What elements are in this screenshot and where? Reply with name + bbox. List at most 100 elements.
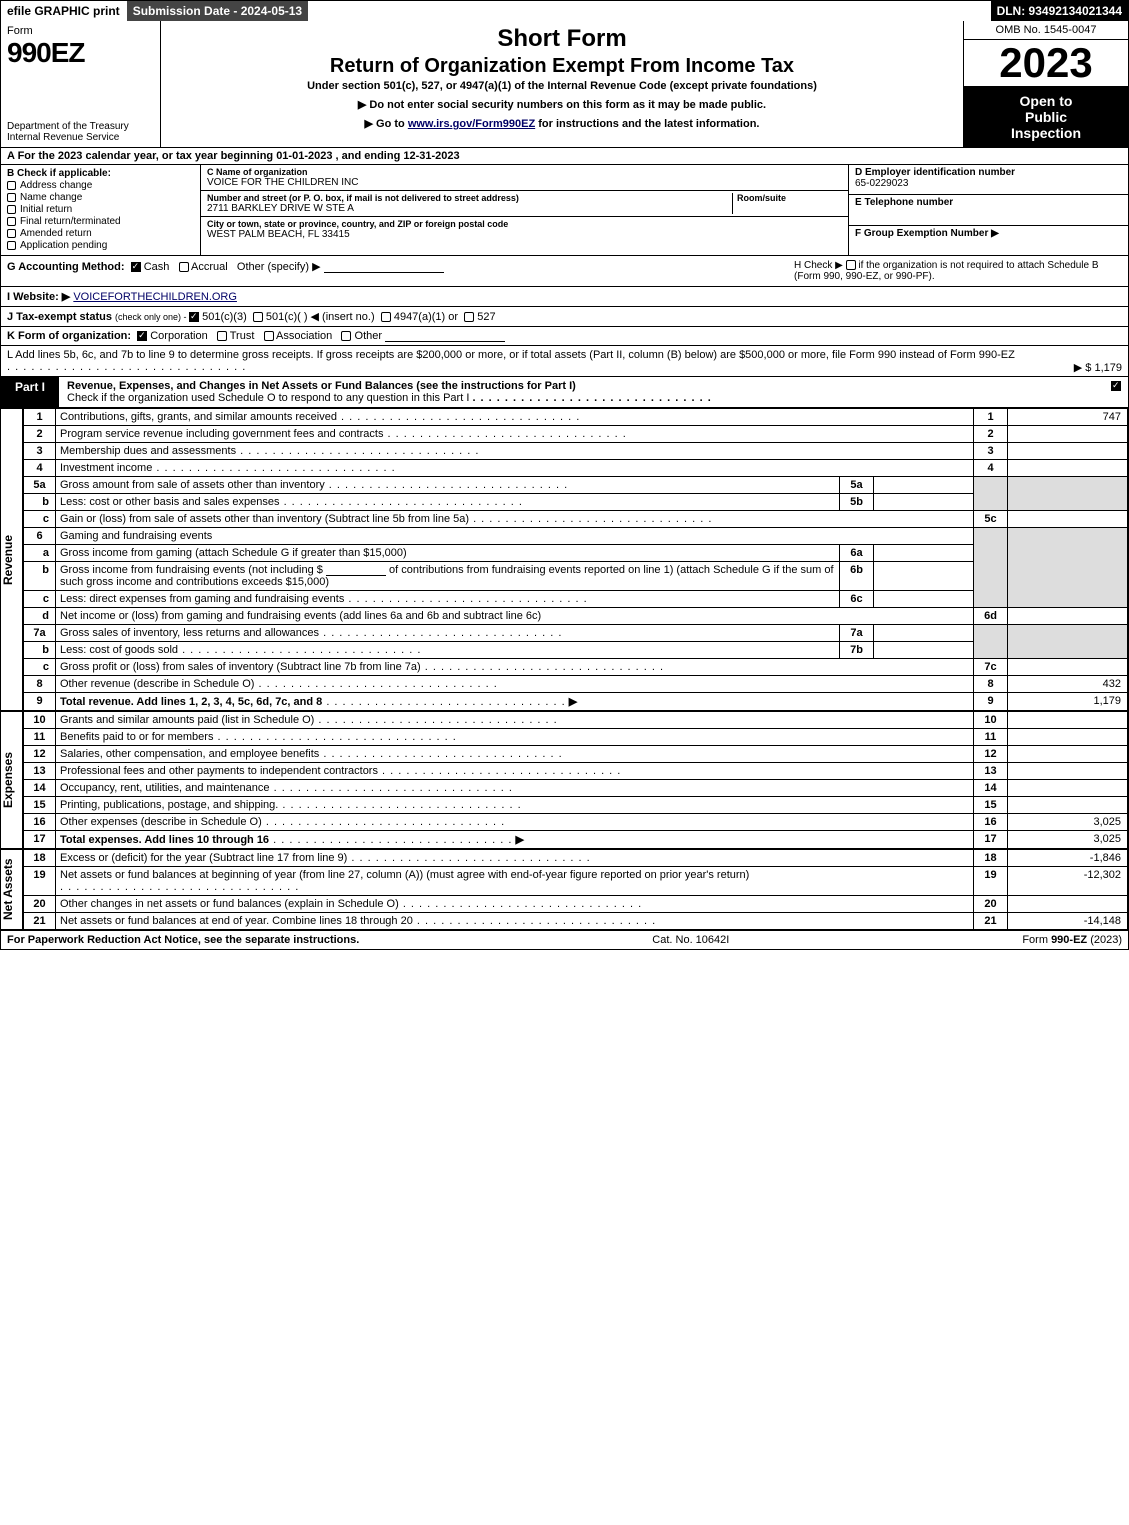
- part-1-checkbox[interactable]: [1104, 377, 1128, 407]
- line-desc: Gross amount from sale of assets other t…: [56, 477, 840, 494]
- dots-leader: [322, 696, 565, 708]
- chk-address-change[interactable]: Address change: [7, 180, 194, 191]
- chk-amended-return[interactable]: Amended return: [7, 228, 194, 239]
- chk-final-return[interactable]: Final return/terminated: [7, 216, 194, 227]
- revenue-side-label: Revenue: [1, 408, 23, 711]
- line-rval: -1,846: [1008, 850, 1128, 867]
- shade-cell: [974, 477, 1008, 511]
- group-exemption-label: F Group Exemption Number ▶: [855, 228, 1122, 239]
- line-rnum: 12: [974, 746, 1008, 763]
- line-rval: 747: [1008, 409, 1128, 426]
- chk-initial-return[interactable]: Initial return: [7, 204, 194, 215]
- line-desc: Gaming and fundraising events: [56, 528, 974, 545]
- section-b-c-d: B Check if applicable: Address change Na…: [1, 165, 1128, 256]
- website-link[interactable]: VOICEFORTHECHILDREN.ORG: [73, 291, 237, 303]
- footer-catno: Cat. No. 10642I: [652, 934, 729, 946]
- street-label: Number and street (or P. O. box, if mail…: [207, 193, 732, 203]
- form-header: Form 990EZ Department of the Treasury In…: [1, 21, 1128, 148]
- line-desc: Other changes in net assets or fund bala…: [56, 896, 974, 913]
- line-desc: Gross income from gaming (attach Schedul…: [56, 545, 840, 562]
- row-j-tax-exempt: J Tax-exempt status (check only one) - 5…: [1, 307, 1128, 327]
- inner-val: [874, 591, 974, 608]
- arrow-icon: ▶: [569, 696, 577, 708]
- header-center: Short Form Return of Organization Exempt…: [161, 21, 963, 147]
- line-rnum: 10: [974, 712, 1008, 729]
- chk-application-pending[interactable]: Application pending: [7, 240, 194, 251]
- desc-text: Gross income from fundraising events (no…: [60, 564, 323, 576]
- row-g-h: G Accounting Method: Cash Accrual Other …: [1, 256, 1128, 287]
- line-num: 13: [24, 763, 56, 780]
- line-rval: [1008, 511, 1128, 528]
- line-rval: [1008, 763, 1128, 780]
- desc-text: Gross profit or (loss) from sales of inv…: [60, 661, 421, 673]
- desc-text: Other expenses (describe in Schedule O): [60, 816, 262, 828]
- line-5c: c Gain or (loss) from sale of assets oth…: [24, 511, 1128, 528]
- city-value: WEST PALM BEACH, FL 33415: [207, 229, 842, 240]
- desc-text: Less: cost of goods sold: [60, 644, 178, 656]
- line-rval: [1008, 729, 1128, 746]
- line-num: 10: [24, 712, 56, 729]
- dots-leader: [280, 496, 523, 508]
- desc-text: Gain or (loss) from sale of assets other…: [60, 513, 469, 525]
- org-name: VOICE FOR THE CHILDREN INC: [207, 177, 842, 188]
- dots-leader: [319, 627, 562, 639]
- line-1: 1 Contributions, gifts, grants, and simi…: [24, 409, 1128, 426]
- desc-text: Membership dues and assessments: [60, 445, 236, 457]
- shade-cell: [974, 625, 1008, 659]
- inner-num: 6a: [840, 545, 874, 562]
- l-amount: ▶ $ 1,179: [1074, 361, 1122, 374]
- inner-val: [874, 477, 974, 494]
- line-rnum: 21: [974, 913, 1008, 930]
- line-rval: [1008, 460, 1128, 477]
- line-rval: 3,025: [1008, 814, 1128, 831]
- k-label: K Form of organization:: [7, 330, 131, 342]
- section-d-e-f: D Employer identification number 65-0229…: [848, 165, 1128, 255]
- row-h: H Check ▶ if the organization is not req…: [788, 256, 1128, 286]
- line-num: 7a: [24, 625, 56, 642]
- h-text3: (Form 990, 990-EZ, or 990-PF).: [794, 271, 935, 282]
- line-20: 20Other changes in net assets or fund ba…: [24, 896, 1128, 913]
- top-bar: efile GRAPHIC print Submission Date - 20…: [1, 1, 1128, 21]
- dots-leader: [270, 782, 513, 794]
- footer-right-form: 990-EZ: [1051, 934, 1087, 946]
- line-6a: a Gross income from gaming (attach Sched…: [24, 545, 1128, 562]
- line-num: b: [24, 642, 56, 659]
- desc-text: Total revenue. Add lines 1, 2, 3, 4, 5c,…: [60, 696, 322, 708]
- goto-post: for instructions and the latest informat…: [535, 118, 759, 130]
- line-rval: [1008, 712, 1128, 729]
- desc-text: Total expenses. Add lines 10 through 16: [60, 834, 269, 846]
- desc-text: Excess or (deficit) for the year (Subtra…: [60, 852, 347, 864]
- line-num: c: [24, 511, 56, 528]
- part-1-header: Part I Revenue, Expenses, and Changes in…: [1, 377, 1128, 408]
- checkbox-icon: [846, 260, 856, 270]
- line-rnum: 9: [974, 693, 1008, 711]
- dots-leader: [325, 479, 568, 491]
- line-rnum: 2: [974, 426, 1008, 443]
- irs-link[interactable]: www.irs.gov/Form990EZ: [408, 118, 535, 130]
- line-num: 21: [24, 913, 56, 930]
- line-num: 20: [24, 896, 56, 913]
- desc-text: Printing, publications, postage, and shi…: [60, 799, 278, 811]
- org-name-label: C Name of organization: [207, 167, 842, 177]
- line-8: 8 Other revenue (describe in Schedule O)…: [24, 676, 1128, 693]
- chk-name-change[interactable]: Name change: [7, 192, 194, 203]
- line-9: 9 Total revenue. Add lines 1, 2, 3, 4, 5…: [24, 693, 1128, 711]
- dots-leader: [337, 411, 580, 423]
- checkbox-icon: [7, 193, 16, 202]
- street-value: 2711 BARKLEY DRIVE W STE A: [207, 203, 732, 214]
- j-label: J Tax-exempt status: [7, 311, 115, 323]
- line-rnum: 16: [974, 814, 1008, 831]
- shade-cell: [1008, 625, 1128, 659]
- line-desc: Professional fees and other payments to …: [56, 763, 974, 780]
- desc-text: Gross sales of inventory, less returns a…: [60, 627, 319, 639]
- amount-blank: [326, 564, 386, 576]
- revenue-section: Revenue 1 Contributions, gifts, grants, …: [1, 408, 1128, 711]
- form-container: efile GRAPHIC print Submission Date - 20…: [0, 0, 1129, 950]
- telephone-label: E Telephone number: [855, 197, 1122, 208]
- cash-label: Cash: [144, 261, 170, 273]
- tax-year: 2023: [964, 40, 1128, 87]
- checkbox-checked-icon: [1111, 381, 1121, 391]
- footer-right-pre: Form: [1022, 934, 1051, 946]
- desc-text: Occupancy, rent, utilities, and maintena…: [60, 782, 270, 794]
- checkbox-icon: [7, 241, 16, 250]
